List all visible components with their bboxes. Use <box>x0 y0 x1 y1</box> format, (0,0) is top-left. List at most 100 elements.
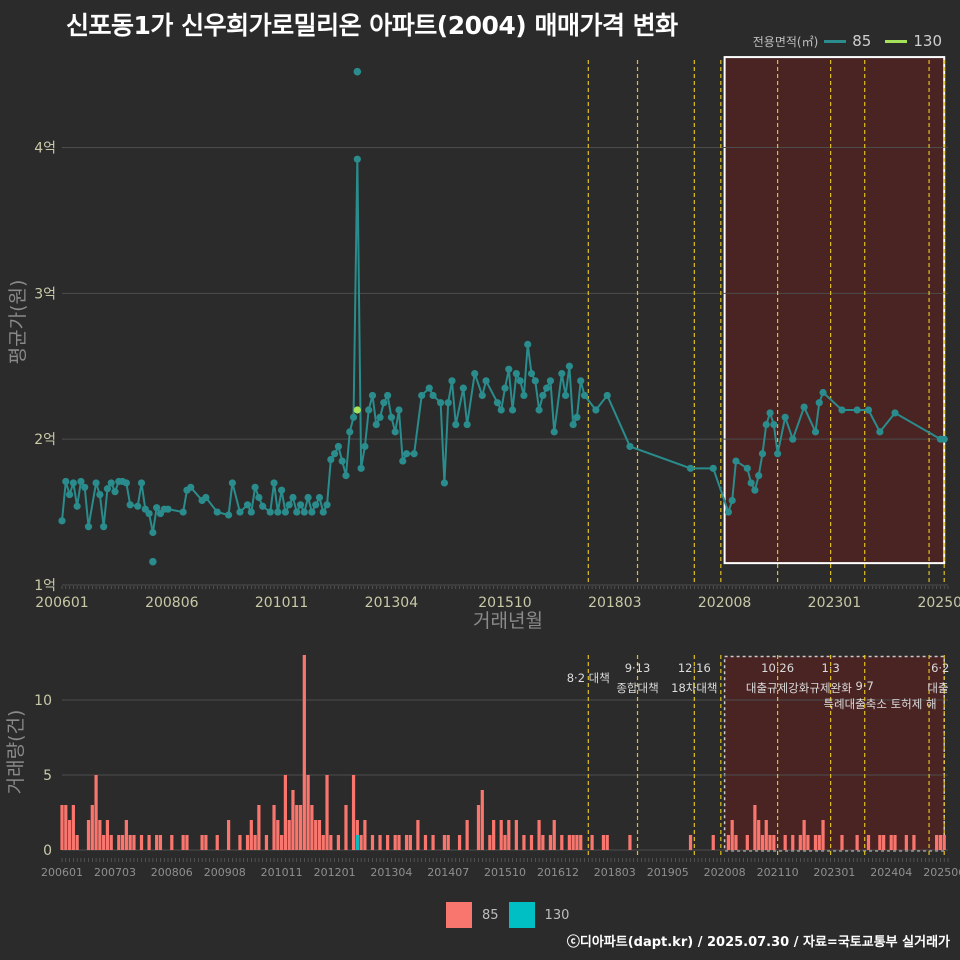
volume-bar-85-74 <box>499 820 503 850</box>
price-point-85-22 <box>149 528 157 537</box>
volume-bar-85-50 <box>336 835 341 850</box>
volume-bar-85-34 <box>272 805 276 850</box>
volume-x-tick-10: 201803 <box>594 866 636 879</box>
price-point-85-41 <box>266 508 274 516</box>
price-point-85-32 <box>213 508 221 516</box>
price-point-85-109 <box>561 391 570 400</box>
volume-bar-85-100 <box>757 820 761 850</box>
price-point-85-61 <box>342 472 350 480</box>
price-point-85-108 <box>558 369 566 378</box>
volume-bar-85-13 <box>120 835 125 850</box>
policy-label-date-8: 6·2 <box>931 661 949 675</box>
volume-bar-85-108 <box>802 820 806 850</box>
price-point-85-85 <box>448 377 456 385</box>
price-point-85-51 <box>304 493 312 502</box>
price-point-85-54 <box>315 493 324 502</box>
volume-bar-85-31 <box>253 835 257 850</box>
price-point-85-66 <box>361 442 369 451</box>
price-x-tick-5: 201803 <box>588 595 641 611</box>
price-point-85-6 <box>81 483 89 491</box>
volume-legend: 85 130 <box>446 902 569 928</box>
price-point-85-35 <box>236 508 244 516</box>
price-point-85-50 <box>300 508 308 516</box>
price-point-85-38 <box>251 483 259 491</box>
volume-x-tick-11: 201905 <box>647 866 689 879</box>
price-point-85-120 <box>724 508 732 516</box>
price-point-85-1 <box>62 477 70 486</box>
volume-bar-85-60 <box>397 835 401 850</box>
volume-bar-85-5 <box>86 820 91 850</box>
volume-bar-85-1 <box>64 805 68 850</box>
price-point-85-115 <box>592 406 600 414</box>
price-point-85-110 <box>565 362 573 370</box>
price-point-85-49 <box>296 501 305 509</box>
price-point-85-34 <box>228 479 236 487</box>
volume-bar-85-80 <box>537 820 541 850</box>
price-x-tick-7: 202301 <box>808 595 861 611</box>
volume-bar-85-98 <box>745 835 749 850</box>
price-point-85-69 <box>372 420 380 429</box>
price-point-85-58 <box>331 450 339 458</box>
legend-key-130-line <box>885 39 908 43</box>
price-point-85-92 <box>493 399 502 407</box>
price-y-tick-3: 4억 <box>34 141 56 157</box>
price-point-85-40 <box>259 502 267 510</box>
price-highlight-region <box>723 56 946 565</box>
volume-bar-85-15 <box>128 835 132 850</box>
volume-bar-85-7 <box>94 775 98 850</box>
volume-bar-85-97 <box>734 835 738 850</box>
policy-label-text-5: 규제완화 <box>809 681 852 695</box>
price-point-85-123 <box>743 464 751 472</box>
volume-x-tick-5: 201201 <box>314 866 356 879</box>
price-point-85-80 <box>425 384 433 392</box>
price-point-85-119 <box>709 464 717 472</box>
volume-bar-85-68 <box>457 835 462 850</box>
price-point-85-105 <box>543 384 551 392</box>
volume-bar-85-52 <box>351 775 356 850</box>
volume-x-tick-3: 200908 <box>204 866 246 879</box>
volume-bar-85-114 <box>855 835 859 850</box>
price-point-85-19 <box>137 479 146 487</box>
volume-bar-85-32 <box>257 805 261 850</box>
price-point-85-68 <box>368 391 377 400</box>
price-point-85-71 <box>380 399 388 407</box>
price-point-85-102 <box>531 377 539 385</box>
volume-bar-85-3 <box>71 805 75 850</box>
price-point-85-117 <box>626 442 634 451</box>
policy-label-date-4: 10·26 <box>761 661 794 675</box>
price-point-85-87 <box>459 384 467 392</box>
volume-bar-85-37 <box>283 775 288 850</box>
volume-bar-85-103 <box>768 835 772 850</box>
price-point-85-128 <box>762 420 770 429</box>
volume-bar-85-33 <box>264 835 269 850</box>
price-point-85-2 <box>65 490 74 499</box>
price-point-85-17 <box>126 501 134 509</box>
volume-bar-85-84 <box>560 835 564 850</box>
volume-bar-85-59 <box>393 835 397 850</box>
price-point-85-75 <box>395 406 403 414</box>
price-point-85-74 <box>391 428 399 436</box>
volume-bar-85-2 <box>67 820 72 850</box>
volume-bar-85-27 <box>226 820 231 850</box>
price-point-85-107 <box>550 428 558 436</box>
price-y-axis-title: 평균가(원) <box>7 280 29 365</box>
price-point-85-113 <box>577 377 585 385</box>
volume-bar-85-40 <box>295 805 299 850</box>
price-point-85-64 <box>353 155 361 163</box>
volume-bar-130-0 <box>355 835 359 850</box>
volume-bar-85-8 <box>98 820 102 850</box>
volume-bar-85-6 <box>90 805 94 850</box>
volume-y-tick-2: 10 <box>34 693 52 709</box>
price-point-85-3 <box>69 479 77 487</box>
price-point-85-86 <box>452 420 460 429</box>
volume-bar-85-72 <box>488 835 492 850</box>
volume-bar-85-122 <box>935 835 939 850</box>
price-point-85-93 <box>497 406 505 414</box>
volume-bar-85-70 <box>476 805 481 850</box>
policy-label-text-8: 대출 <box>927 681 948 695</box>
volume-bar-85-105 <box>783 835 787 850</box>
volume-bar-85-21 <box>170 835 174 850</box>
price-point-85-13 <box>111 488 119 496</box>
price-x-tick-0: 200601 <box>35 595 88 611</box>
price-x-axis-title: 거래년월 <box>473 610 543 632</box>
